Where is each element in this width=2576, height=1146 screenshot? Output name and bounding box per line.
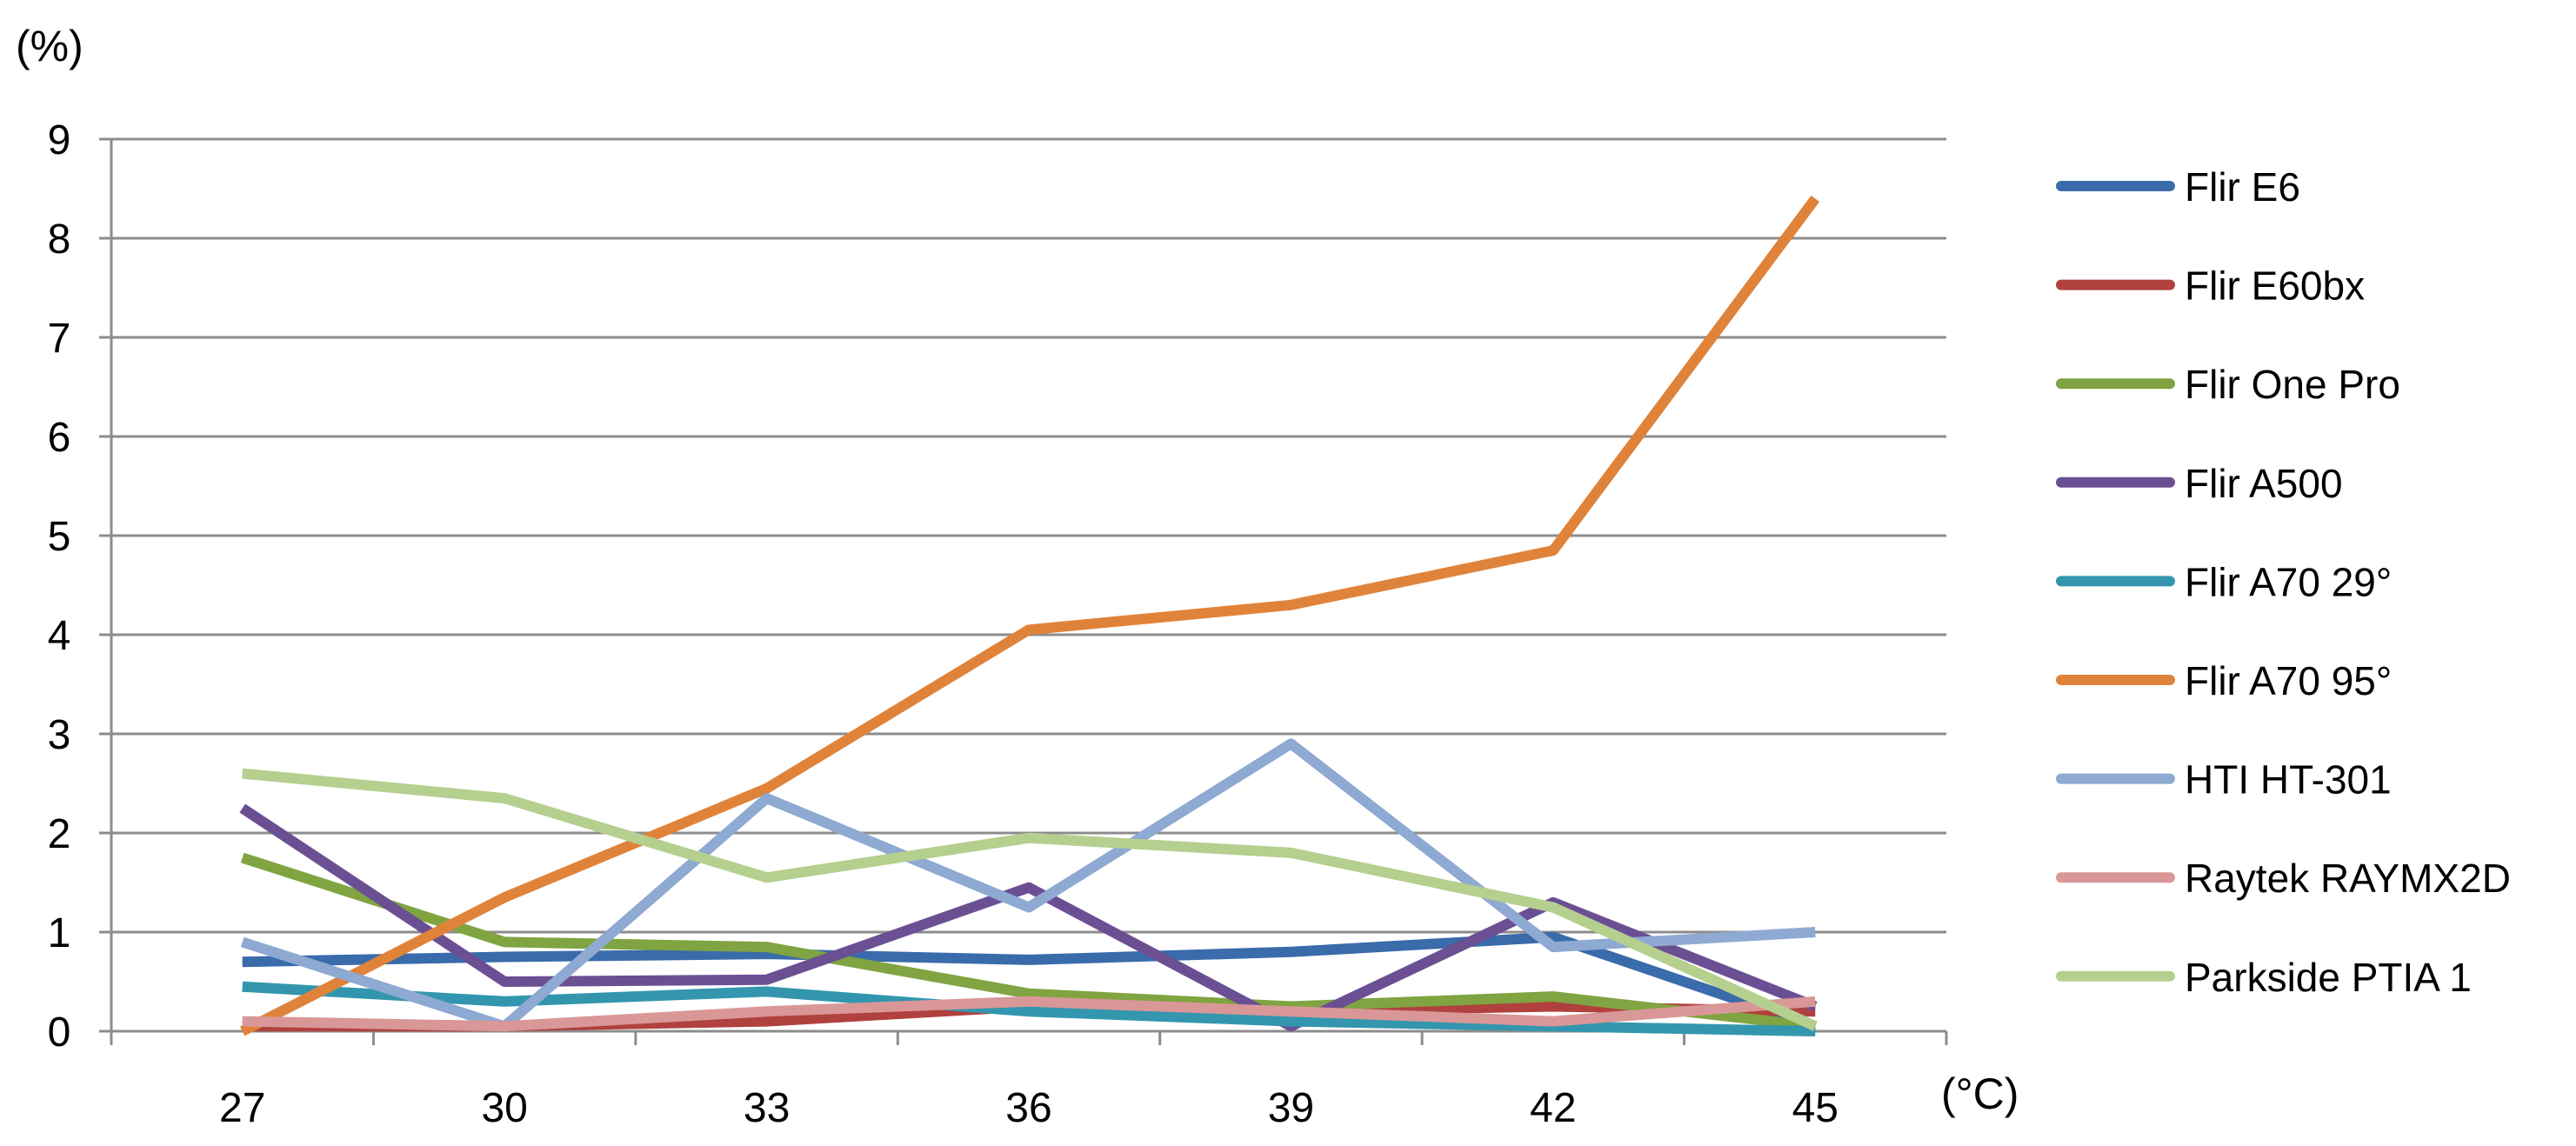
- y-tick-label: 7: [48, 316, 71, 362]
- x-tick-label: 39: [1268, 1085, 1314, 1131]
- series-line: [242, 996, 1816, 1032]
- x-tick-label: 42: [1530, 1085, 1576, 1131]
- y-axis-label: (%): [16, 22, 83, 70]
- legend-label: Flir A500: [2185, 461, 2343, 506]
- series-lines: [239, 195, 1820, 1036]
- grid-lines: [111, 137, 1946, 934]
- y-tick-label: 4: [48, 613, 71, 659]
- legend-label: Raytek RAYMX2D: [2185, 856, 2511, 901]
- series-line: [240, 852, 1816, 1032]
- x-tick-label: 36: [1005, 1085, 1051, 1131]
- y-tick-label: 6: [48, 415, 71, 461]
- y-tick-label: 3: [48, 712, 71, 758]
- y-tick-label: 5: [48, 514, 71, 560]
- y-tick-label: 2: [48, 811, 71, 857]
- y-tick-label: 8: [48, 217, 71, 263]
- x-tick-label: 33: [744, 1085, 790, 1131]
- legend-label: Flir A70 95°: [2185, 658, 2392, 703]
- x-tick-label: 45: [1792, 1085, 1839, 1131]
- series-line: [242, 931, 1818, 1031]
- x-tick-label: 30: [481, 1085, 527, 1131]
- series-line: [242, 768, 1818, 1031]
- legend-label: Flir E60bx: [2185, 263, 2365, 309]
- y-tick-label: 1: [48, 910, 71, 956]
- x-tick-label: 27: [219, 1085, 265, 1131]
- legend-label: Flir E6: [2185, 164, 2300, 210]
- legend-label: Flir One Pro: [2185, 362, 2400, 407]
- legend-label: Parkside PTIA 1: [2185, 955, 2472, 1000]
- y-tick-label: 0: [48, 1009, 71, 1056]
- x-axis-label: (°C): [1941, 1069, 2019, 1118]
- legend: Flir E6 Flir E60bx Flir One Pro Flir A500 Fl…: [2056, 164, 2511, 1000]
- y-tick-label: 9: [48, 117, 71, 163]
- series-line: [239, 195, 1820, 1036]
- legend-label: Flir A70 29°: [2185, 559, 2392, 604]
- legend-label: HTI HT-301: [2185, 757, 2392, 803]
